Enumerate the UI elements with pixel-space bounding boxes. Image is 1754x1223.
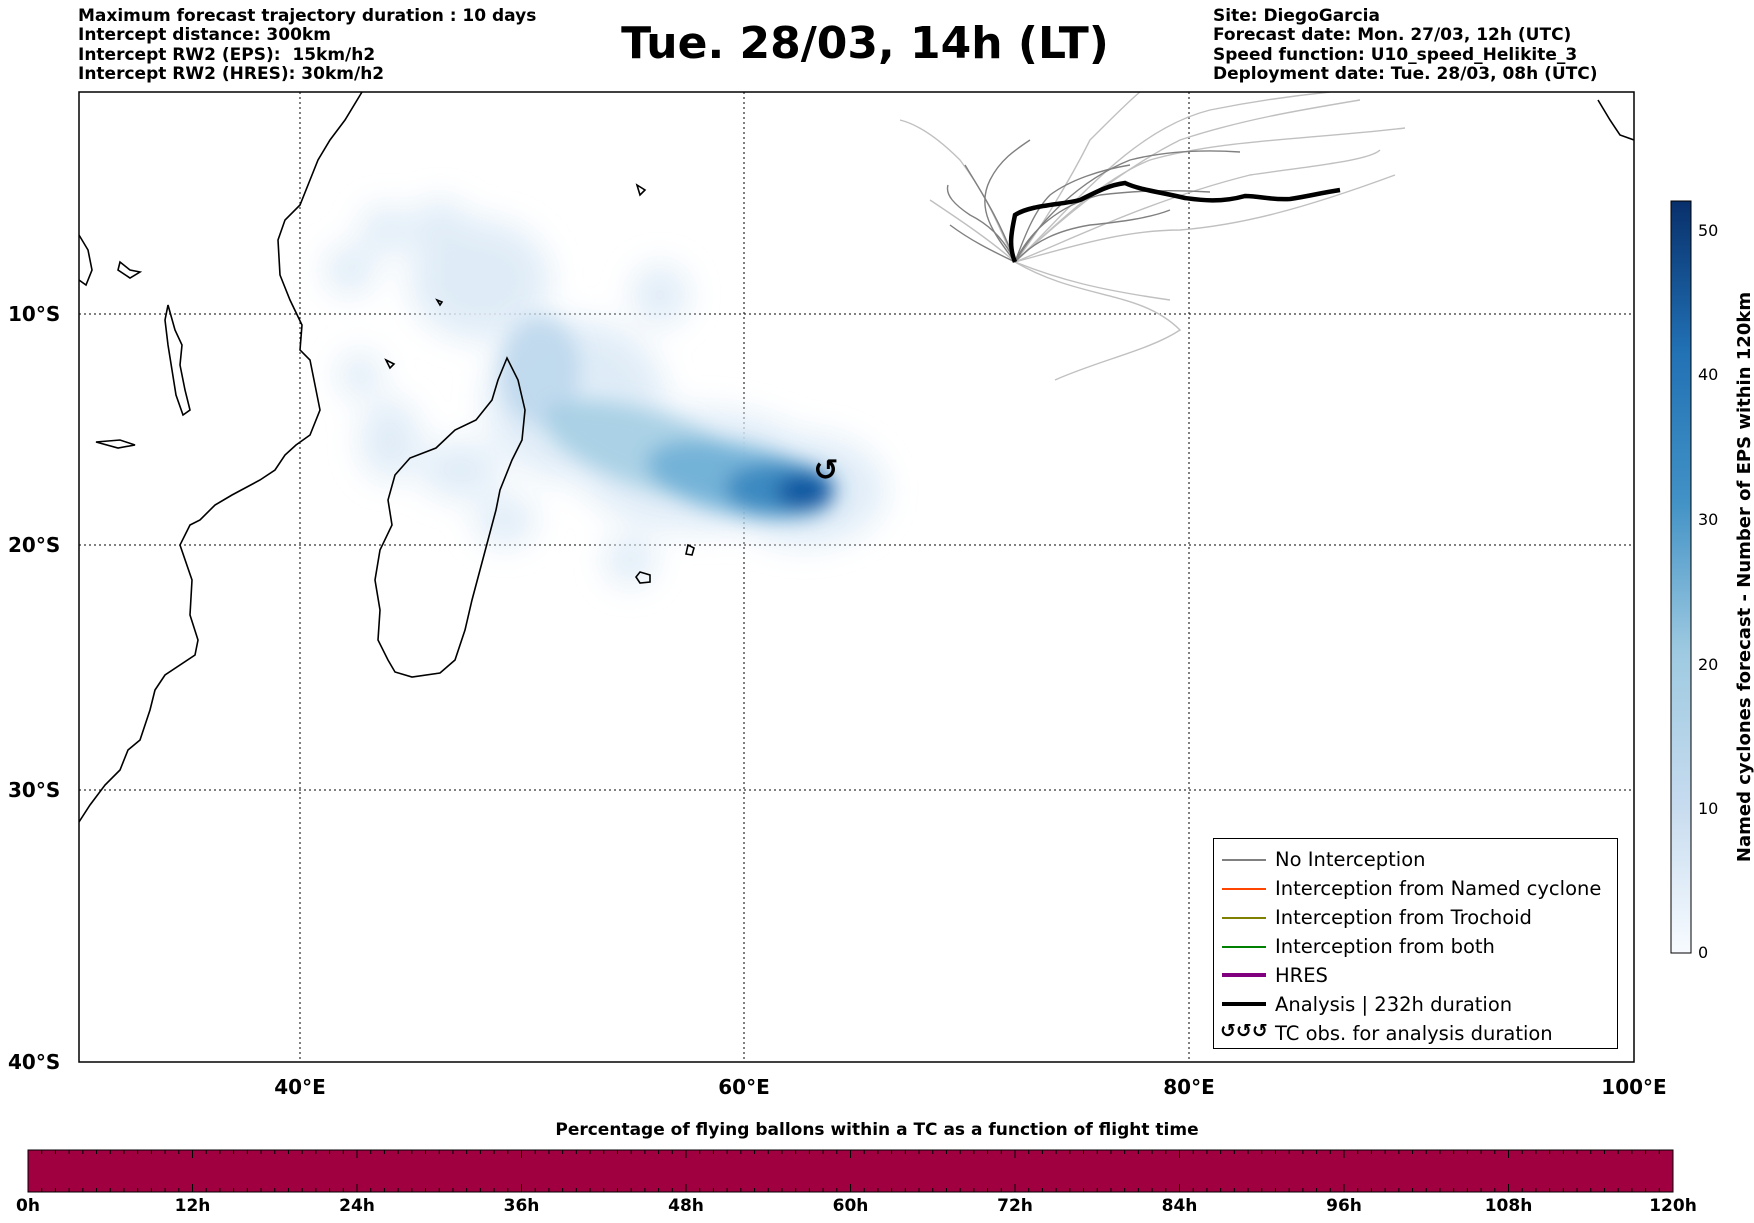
colorbar-tick-label: 50 xyxy=(1698,221,1718,240)
flight-time-bar-ticks xyxy=(27,1150,1674,1192)
legend-item: No Interception xyxy=(1214,846,1617,874)
legend-item: Interception from Named cyclone xyxy=(1214,875,1617,903)
colorbar-tick-label: 10 xyxy=(1698,799,1718,818)
legend-swatch xyxy=(1222,888,1266,890)
header-right-line: Forecast date: Mon. 27/03, 12h (UTC) xyxy=(1213,25,1572,45)
lat-tick-label: 40°S xyxy=(8,1050,60,1074)
header-left-line: Intercept RW2 (EPS): 15km/h2 xyxy=(78,45,376,65)
flight-time-tick-label: 24h xyxy=(339,1196,375,1216)
legend-item: ↺↺↺ TC obs. for analysis duration xyxy=(1214,1020,1617,1048)
map-title: Tue. 28/03, 14h (LT) xyxy=(621,18,1109,69)
analysis-track xyxy=(1008,180,1341,263)
colorbar-tick-label: 0 xyxy=(1698,943,1708,962)
flight-time-tick-label: 108h xyxy=(1484,1196,1533,1216)
legend: No Interception Interception from Named … xyxy=(1213,838,1618,1049)
map-frame xyxy=(78,91,1635,1063)
coastlines xyxy=(79,92,1634,823)
colorbar: 0 10 20 30 40 50 Named cyclones forecast… xyxy=(1670,200,1754,962)
flight-time-tick-label: 60h xyxy=(832,1196,869,1216)
flight-time-tick-label: 12h xyxy=(174,1196,211,1216)
lon-tick-label: 100°E xyxy=(1601,1075,1666,1099)
legend-item: HRES xyxy=(1214,962,1617,990)
legend-label: HRES xyxy=(1275,964,1328,987)
map-gridlines xyxy=(79,92,1634,1062)
legend-label: Interception from both xyxy=(1275,935,1495,958)
lat-tick-label: 20°S xyxy=(8,533,60,557)
lat-tick-label: 30°S xyxy=(8,778,60,802)
header-right-line: Speed function: U10_speed_Helikite_3 xyxy=(1213,45,1578,65)
header-left-line: Intercept RW2 (HRES): 30km/h2 xyxy=(78,64,385,84)
legend-swatch xyxy=(1222,859,1266,861)
legend-item: Interception from both xyxy=(1214,933,1617,961)
header-right-line: Site: DiegoGarcia xyxy=(1213,6,1380,26)
legend-item: Analysis | 232h duration xyxy=(1214,991,1617,1019)
legend-label: Interception from Trochoid xyxy=(1275,906,1532,929)
flight-time-tick-label: 120h xyxy=(1649,1196,1697,1216)
lat-tick-labels: 10°S 20°S 30°S 40°S xyxy=(8,302,60,1074)
colorbar-tick-label: 40 xyxy=(1698,365,1718,384)
header-right-line: Deployment date: Tue. 28/03, 08h (UTC) xyxy=(1213,64,1598,84)
header-left-line: Maximum forecast trajectory duration : 1… xyxy=(78,6,537,26)
ensemble-trajectories xyxy=(899,92,1406,381)
legend-swatch xyxy=(1222,917,1266,919)
flight-time-tick-label: 0h xyxy=(16,1196,40,1216)
lon-tick-label: 40°E xyxy=(274,1075,326,1099)
lon-tick-labels: 40°E 60°E 80°E 100°E xyxy=(274,1075,1666,1099)
legend-swatch xyxy=(1222,946,1266,948)
legend-label: Interception from Named cyclone xyxy=(1275,877,1602,900)
legend-label: TC obs. for analysis duration xyxy=(1275,1022,1553,1045)
legend-label: No Interception xyxy=(1275,848,1426,871)
colorbar-tick-label: 30 xyxy=(1698,510,1718,529)
tc-symbol-icon: ↺ xyxy=(813,453,838,488)
lat-tick-label: 10°S xyxy=(8,302,60,326)
header-left-line: Intercept distance: 300km xyxy=(78,25,331,45)
eps-density-field xyxy=(325,200,885,585)
colorbar-label: Named cyclones forecast - Number of EPS … xyxy=(1734,292,1754,862)
flight-time-tick-label: 36h xyxy=(503,1196,540,1216)
legend-item: Interception from Trochoid xyxy=(1214,904,1617,932)
lon-tick-label: 60°E xyxy=(718,1075,770,1099)
colorbar-tick-label: 20 xyxy=(1698,655,1718,674)
legend-label: Analysis | 232h duration xyxy=(1275,993,1513,1016)
flight-time-tick-label: 96h xyxy=(1326,1196,1362,1216)
flight-time-title: Percentage of flying ballons within a TC… xyxy=(555,1120,1199,1140)
lon-tick-label: 80°E xyxy=(1163,1075,1215,1099)
legend-swatch xyxy=(1222,973,1266,977)
flight-time-tick-label: 48h xyxy=(668,1196,704,1216)
flight-time-tick-label: 72h xyxy=(997,1196,1033,1216)
legend-swatch xyxy=(1222,1002,1266,1006)
flight-time-tick-label: 84h xyxy=(1161,1196,1198,1216)
tc-obs-icon: ↺↺↺ xyxy=(1220,1020,1268,1042)
colorbar-gradient xyxy=(1670,200,1692,954)
